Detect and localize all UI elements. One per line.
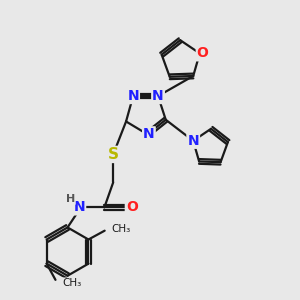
Text: N: N <box>188 134 199 148</box>
Text: H: H <box>66 194 75 204</box>
Text: N: N <box>152 89 164 103</box>
Text: N: N <box>74 200 85 214</box>
Text: O: O <box>197 46 208 60</box>
Text: N: N <box>143 127 155 141</box>
Text: CH₃: CH₃ <box>62 278 81 288</box>
Text: N: N <box>127 89 139 103</box>
Text: CH₃: CH₃ <box>111 224 130 234</box>
Text: S: S <box>108 147 119 162</box>
Text: O: O <box>126 200 138 214</box>
